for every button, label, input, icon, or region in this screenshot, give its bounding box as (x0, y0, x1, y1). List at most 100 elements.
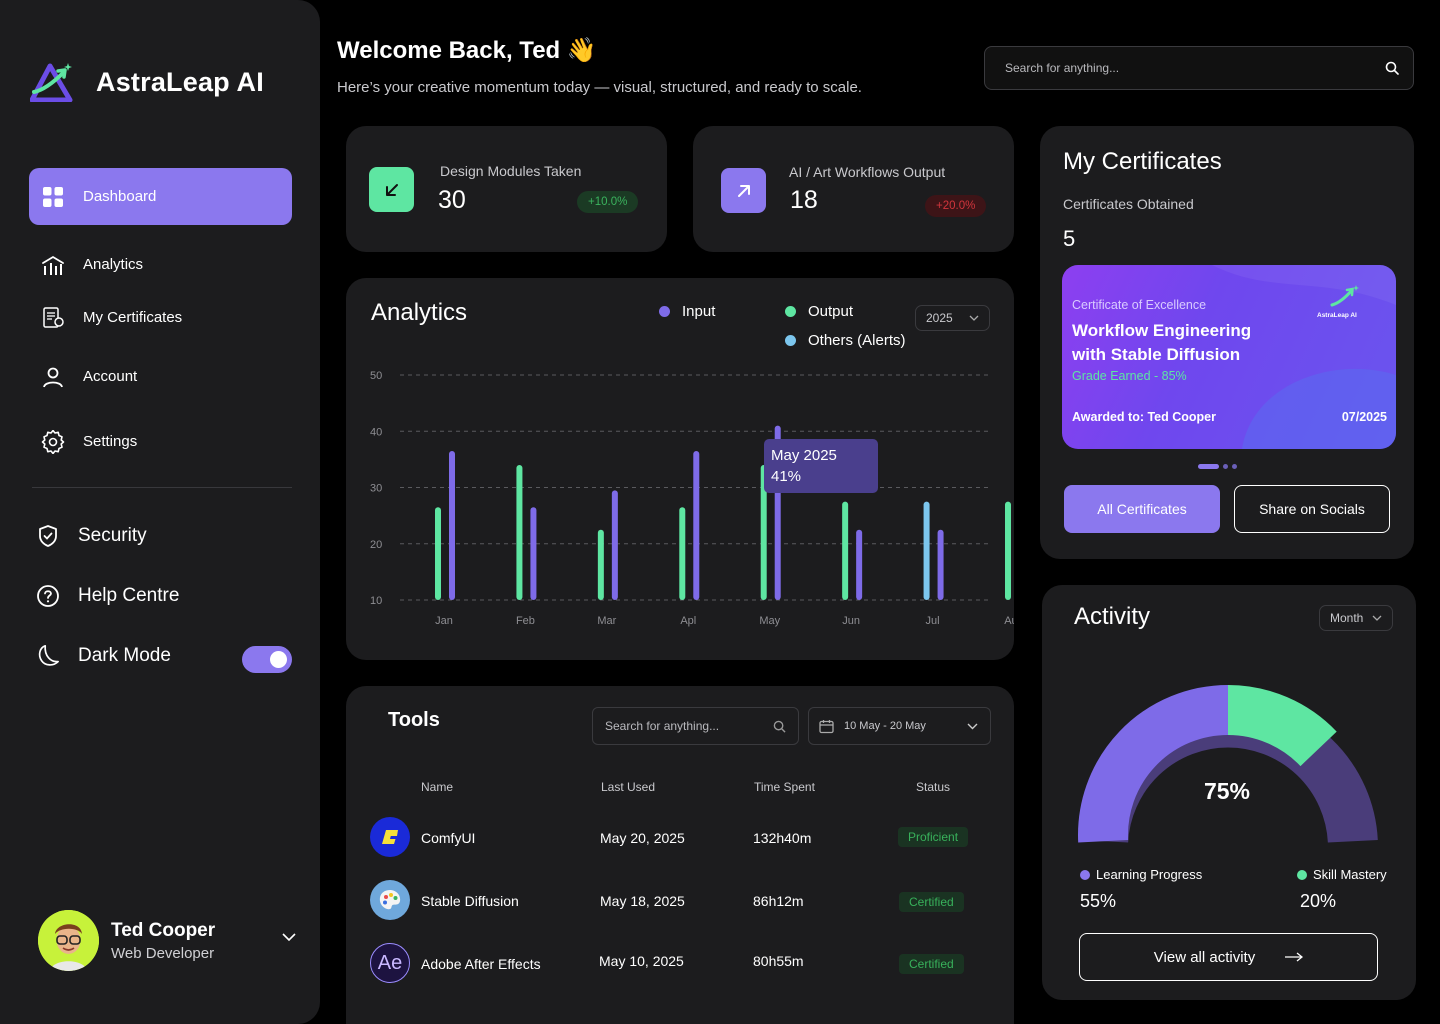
sidebar-item-dark-mode: Dark Mode (24, 627, 224, 684)
x-tick-label: Jul (926, 615, 940, 627)
sidebar-item-account[interactable]: Account (29, 348, 292, 405)
y-tick-label: 20 (370, 539, 382, 551)
table-row[interactable]: Ae Adobe After Effects May 10, 2025 80h5… (370, 943, 970, 985)
sidebar-item-security[interactable]: Security (24, 507, 287, 564)
certificates-title: My Certificates (1063, 148, 1222, 175)
tool-name: Stable Diffusion (421, 893, 519, 909)
tools-search-input[interactable]: Search for anything... (592, 707, 799, 745)
sidebar-item-analytics[interactable]: Analytics (29, 236, 292, 293)
global-search-input[interactable]: Search for anything... (984, 46, 1414, 90)
x-tick-label: Aug (1004, 615, 1014, 627)
help-icon (36, 584, 60, 608)
comfyui-icon (370, 817, 410, 857)
column-header-time-spent: Time Spent (754, 780, 815, 794)
y-tick-label: 40 (370, 426, 382, 438)
page-title: Welcome Back, Ted 👋 (337, 37, 597, 64)
certificate-awarded-to: Awarded to: Ted Cooper (1072, 410, 1216, 424)
legend-skill-mastery: Skill Mastery (1297, 867, 1387, 882)
tool-time-spent: 132h40m (753, 830, 812, 846)
sidebar-item-label: Analytics (83, 256, 144, 273)
x-tick-label: Jan (435, 615, 453, 627)
column-header-name: Name (421, 780, 454, 794)
arrow-up-right-icon (721, 168, 766, 213)
after-effects-icon: Ae (370, 943, 410, 983)
bar-input (937, 529, 944, 600)
bar-input (611, 490, 618, 600)
sidebar-item-label: Help Centre (78, 584, 180, 606)
status-badge: Proficient (898, 827, 969, 847)
chart-tooltip: May 2025 41% (764, 439, 878, 493)
stat-value: 18 (790, 186, 818, 214)
tool-last-used: May 20, 2025 (600, 830, 685, 846)
table-row[interactable]: Stable Diffusion May 18, 2025 86h12m Cer… (370, 880, 970, 922)
stat-value: 30 (438, 186, 466, 214)
tool-last-used: May 10, 2025 (599, 953, 684, 969)
tooltip-title: May 2025 (771, 447, 837, 464)
sidebar-item-certificates[interactable]: My Certificates (29, 289, 292, 346)
tool-time-spent: 80h55m (753, 953, 804, 969)
x-tick-label: Mar (597, 615, 616, 627)
sidebar-item-settings[interactable]: Settings (29, 413, 292, 470)
grid-icon (41, 185, 65, 209)
shield-icon (36, 524, 60, 548)
bar-output (597, 529, 604, 600)
stat-card-workflows-output: AI / Art Workflows Output 18 +20.0% (693, 126, 1014, 252)
profile-name: Ted Cooper (111, 919, 216, 941)
tools-title: Tools (388, 709, 440, 731)
column-header-status: Status (916, 780, 951, 794)
chevron-down-icon[interactable] (282, 932, 296, 942)
stat-label: AI / Art Workflows Output (789, 164, 946, 180)
search-icon (773, 720, 786, 733)
sidebar-item-help[interactable]: Help Centre (24, 567, 287, 624)
bar-input (449, 450, 455, 600)
tool-name: Adobe After Effects (421, 956, 541, 972)
status-badge: Certified (899, 954, 964, 974)
user-icon (41, 365, 65, 389)
carousel-dots[interactable] (1198, 464, 1237, 469)
stat-label: Design Modules Taken (440, 163, 582, 179)
chevron-down-icon (1372, 615, 1382, 621)
certificate-background (1212, 265, 1396, 449)
sidebar-item-label: Account (83, 368, 138, 385)
bar-input (856, 529, 863, 600)
legend-others: Others (Alerts) (785, 332, 906, 349)
date-range-select[interactable]: 10 May - 20 May (808, 707, 991, 745)
bar-output (1005, 501, 1011, 600)
analytics-icon (41, 253, 65, 277)
arrow-down-left-icon (369, 167, 414, 212)
sidebar: AstraLeap AI Dashboard Analytics My Cert… (0, 0, 320, 1024)
all-certificates-button[interactable]: All Certificates (1064, 485, 1220, 533)
sidebar-divider (32, 487, 292, 488)
sidebar-item-label: My Certificates (83, 309, 183, 326)
dark-mode-toggle[interactable] (242, 646, 292, 673)
profile-role: Web Developer (111, 944, 215, 962)
x-tick-label: Feb (516, 615, 535, 627)
share-on-socials-button[interactable]: Share on Socials (1234, 485, 1390, 533)
tool-time-spent: 86h12m (753, 893, 804, 909)
sidebar-item-label: Dark Mode (78, 644, 171, 666)
astraleap-logo-icon (1330, 285, 1359, 307)
year-select[interactable]: 2025 (915, 305, 990, 331)
table-row[interactable]: ComfyUI May 20, 2025 132h40m Proficient (370, 817, 970, 859)
sidebar-item-label: Dashboard (83, 188, 157, 205)
period-select[interactable]: Month (1319, 605, 1393, 631)
column-header-last-used: Last Used (601, 780, 656, 794)
tool-name: ComfyUI (421, 830, 476, 846)
legend-output: Output (785, 303, 853, 320)
search-icon (1385, 61, 1399, 75)
stat-change-badge: +10.0% (577, 191, 639, 213)
view-all-activity-button[interactable]: View all activity (1079, 933, 1378, 981)
certificate-icon (41, 306, 65, 330)
sidebar-item-dashboard[interactable]: Dashboard (29, 168, 292, 225)
certificate-date: 07/2025 (1341, 410, 1387, 424)
search-placeholder: Search for anything... (1005, 61, 1120, 75)
bar-others-alerts (923, 501, 930, 600)
activity-card: Activity Month 75% Learning Progress 55%… (1042, 585, 1416, 1000)
user-profile[interactable]: Ted Cooper Web Developer (38, 910, 296, 971)
app-logo[interactable]: AstraLeap AI (30, 62, 264, 102)
certificate-preview[interactable]: Certificate of Excellence Workflow Engin… (1062, 265, 1396, 449)
y-tick-label: 50 (370, 370, 382, 382)
bar-output (842, 501, 849, 600)
bar-output (435, 507, 441, 600)
chevron-down-icon (967, 723, 978, 729)
